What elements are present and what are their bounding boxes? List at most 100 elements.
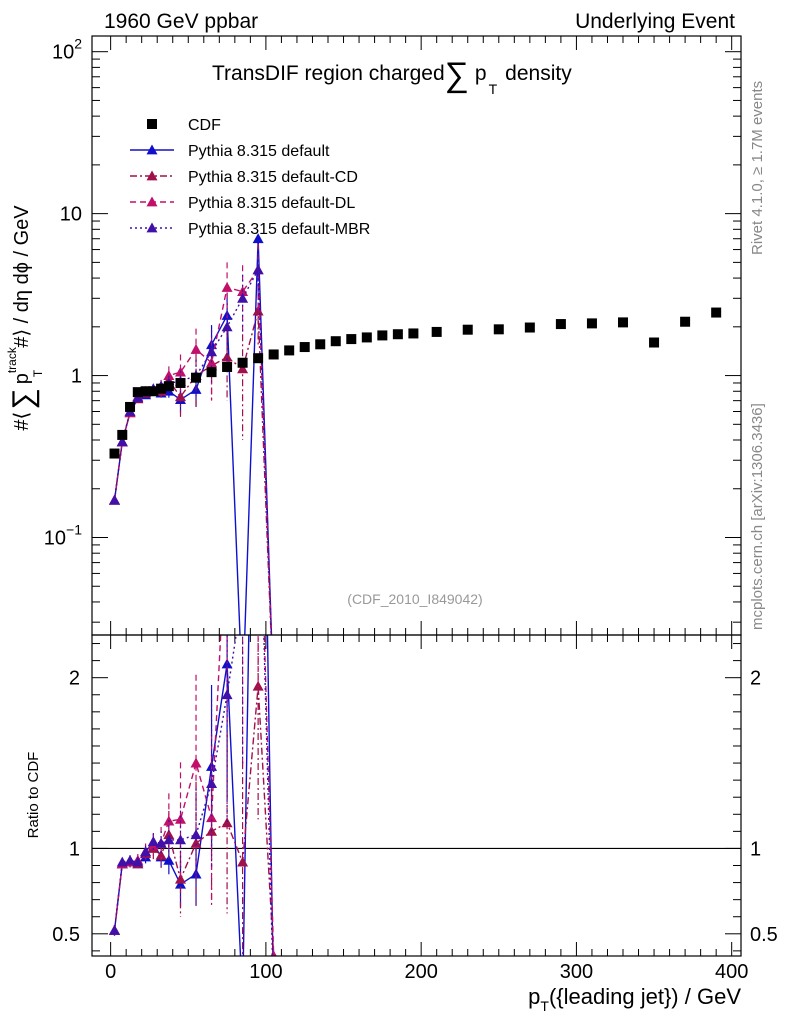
legend-label: Pythia 8.315 default-MBR [188,221,370,238]
svg-text:#⟨∑ptrackT#⟩ / dη dϕ / GeV: #⟨ ∑ ptrack T #⟩ / dη dϕ / GeV [5,205,45,431]
series-3-point [268,694,279,704]
y-tick-base: 10 [52,42,74,64]
series-4-ratio-point [124,854,136,865]
ratio-series [109,501,279,1007]
cdf-point [408,328,419,339]
legend-marker-cdf [147,119,157,129]
y-tick-label: 10−1 [44,522,82,550]
ylabel-p: p [11,373,33,384]
series-4-point [268,694,279,704]
title-pre: TransDIF region charged [212,62,445,85]
cdf-point [206,367,217,378]
legend-label: CDF [188,117,221,134]
cdf-point [109,448,120,459]
series-4-point [206,346,218,357]
series-2-ratio-point [252,680,264,691]
series-4-ratio-point [109,924,121,935]
cdf-point [156,383,167,394]
cdf-point [361,332,372,343]
series-3-ratio-point [206,812,218,823]
cdf-point [140,386,151,397]
x-tick-label: 400 [715,961,748,983]
series-4-ratio-point [175,834,186,845]
series-4-point [221,321,233,332]
series-4-ratio-point [221,689,233,700]
series-2-ratio-point [190,837,202,848]
series-1-line [113,238,273,635]
legend-label: Pythia 8.315 default-DL [188,195,355,212]
cdf-point [618,317,628,328]
legend-marker [146,222,158,233]
cdf-point [524,322,535,333]
xlabel-rest: ({leading jet}) / GeV [549,984,741,1009]
cdf-point [125,401,136,412]
main-series [109,233,722,704]
series-2-ratio-point [175,873,186,884]
series-1-ratio-point [221,658,233,669]
y-tick-label: 102 [52,36,82,64]
rivet-label: Rivet 4.1.0, ≥ 1.7M events [749,81,766,255]
y-tick-exp: −1 [66,522,82,538]
series-3-ratio-point [190,757,202,768]
series-3-ratio-point [175,813,186,824]
legend-label: Pythia 8.315 default-CD [188,169,358,186]
y-tick-base: 10 [60,204,82,226]
legend-marker [146,196,158,207]
cdf-point [284,345,295,356]
ratio-tick-label: 0.5 [52,924,80,946]
ylabel-sum: ∑ [7,388,40,409]
xlabel-T: T [540,998,549,1014]
series-4-ratio-point [147,836,159,847]
series-4-ratio-line [113,635,274,956]
y-tick-base: 1 [71,366,82,388]
series-2-point [268,694,279,704]
y-tick-label: 10 [60,204,82,226]
series-2-point [175,391,186,402]
cdf-point [330,336,341,347]
cdf-point [431,326,442,337]
series-3-ratio-point [222,501,233,511]
y-tick-exp: 2 [74,36,82,52]
cdf-point [148,386,159,397]
chart-title: TransDIF region charged∑ pTdensity [212,56,572,97]
cdf-point [163,381,174,392]
series-3-point [190,343,202,354]
series-4-point [132,392,144,403]
series-1-ratio-point [237,997,248,1007]
legend-marker [146,170,158,181]
ratio-tick-label-right: 2 [750,668,761,690]
title-sum: ∑ [445,56,469,94]
series-4-ratio-point [206,778,218,788]
series-1-point [252,233,264,244]
y-tick-label: 1 [71,366,82,388]
title-post: density [505,62,572,85]
series-1-ratio-point [163,854,175,865]
series-2-ratio-point [237,856,249,867]
xlabel-p: p [528,984,540,1009]
series-2-ratio-line [113,686,275,956]
series-4-point [109,494,121,505]
series-4-ratio-point [155,837,167,848]
cdf-point [222,361,233,372]
ratio-tick-label: 2 [69,668,80,690]
cdf-point [191,372,202,383]
ratio-y-axis-label: Ratio to CDF [25,752,42,839]
cdf-point [377,330,388,341]
series-4-ratio-point [163,834,175,845]
cdf-point [680,316,691,327]
series-1-ratio-point [268,997,279,1007]
x-tick-label: 0 [105,961,116,983]
cdf-point [315,339,326,350]
title-p: p [475,62,487,85]
series-3-ratio-point [237,553,248,563]
series-4-ratio-point [268,997,279,1007]
x-axis-label: pT({leading jet}) / GeV [528,984,741,1014]
cdf-point [649,337,660,348]
series-4-ratio-point [132,856,144,867]
series-4-point [252,264,264,275]
mcplots-label: mcplots.cern.ch [arXiv:1306.3436] [749,403,766,630]
cdf-point [237,357,248,368]
series-4-ratio-point [190,829,202,840]
